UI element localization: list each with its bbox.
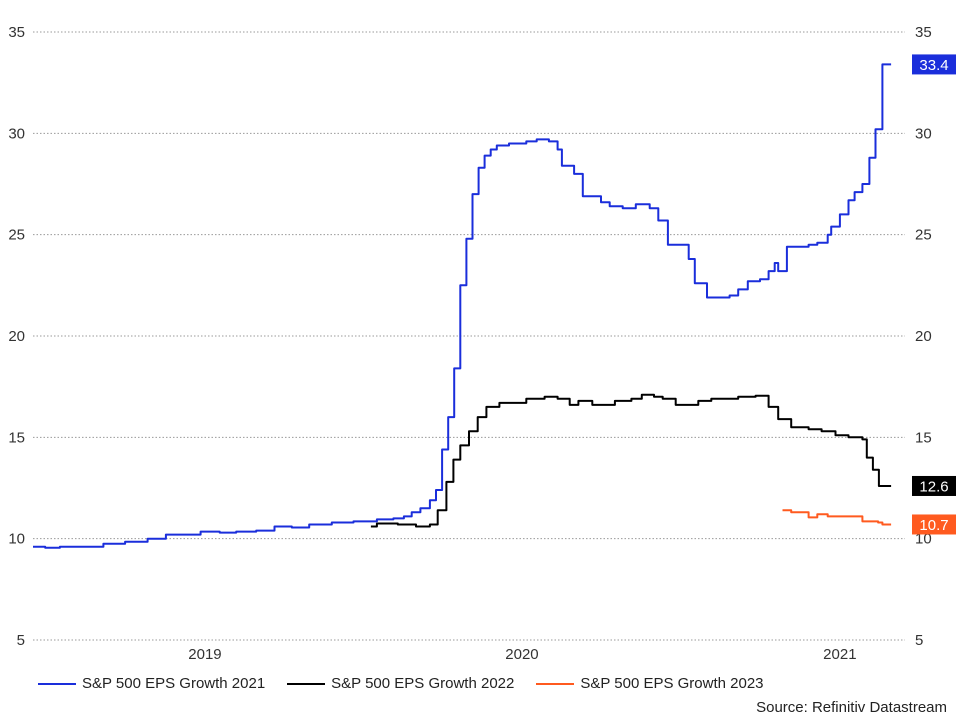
grid-lines xyxy=(33,31,905,641)
end-label-text-0: 33.4 xyxy=(919,57,948,74)
y-tick-left-5: 5 xyxy=(17,632,25,649)
end-label-box-2 xyxy=(912,514,956,535)
y-tick-left-25: 25 xyxy=(8,227,25,244)
y-tick-left-35: 35 xyxy=(8,24,25,41)
y-tick-right-35: 35 xyxy=(915,24,932,41)
y-tick-left-10: 10 xyxy=(8,531,25,548)
legend-swatch-2023 xyxy=(536,682,575,685)
legend-item-2023[interactable]: S&P 500 EPS Growth 2023 xyxy=(536,675,764,692)
y-axis-right: 5 10 15 20 25 30 35 xyxy=(915,24,932,649)
y-tick-right-20: 20 xyxy=(915,328,932,345)
series-line-0 xyxy=(33,63,892,549)
legend-swatch-2021 xyxy=(38,682,76,685)
legend-label-2022: S&P 500 EPS Growth 2022 xyxy=(331,675,515,692)
end-label-0: 33.4 xyxy=(912,54,956,75)
y-tick-left-20: 20 xyxy=(8,328,25,345)
source-note: Source: Refinitiv Datastream xyxy=(756,699,947,716)
legend-label-2021: S&P 500 EPS Growth 2021 xyxy=(82,675,266,692)
legend: S&P 500 EPS Growth 2021 S&P 500 EPS Grow… xyxy=(38,675,764,692)
series-line-1 xyxy=(370,393,892,528)
y-tick-right-30: 30 xyxy=(915,125,932,142)
legend-label-2023: S&P 500 EPS Growth 2023 xyxy=(580,675,764,692)
x-axis: 2019 2020 2021 xyxy=(188,646,856,663)
x-tick-2020: 2020 xyxy=(505,646,538,663)
y-axis-left: 5 10 15 20 25 30 35 xyxy=(8,24,25,649)
y-tick-left-30: 30 xyxy=(8,125,25,142)
x-tick-2021: 2021 xyxy=(823,646,856,663)
end-label-text-1: 12.6 xyxy=(919,478,948,495)
end-label-2: 10.7 xyxy=(912,514,956,535)
series-line-2 xyxy=(782,509,892,526)
end-label-box-0 xyxy=(912,54,956,75)
y-tick-right-5: 5 xyxy=(915,632,923,649)
legend-item-2021[interactable]: S&P 500 EPS Growth 2021 xyxy=(38,675,265,692)
end-label-box-1 xyxy=(912,475,956,496)
y-tick-left-15: 15 xyxy=(8,429,25,446)
legend-swatch-2022 xyxy=(287,682,326,685)
end-label-text-2: 10.7 xyxy=(919,517,948,534)
x-tick-2019: 2019 xyxy=(188,646,221,663)
series-lines xyxy=(33,63,892,549)
y-tick-right-15: 15 xyxy=(915,429,932,446)
legend-item-2022[interactable]: S&P 500 EPS Growth 2022 xyxy=(287,675,514,692)
y-tick-right-10: 10 xyxy=(915,531,932,548)
end-label-1: 12.6 xyxy=(912,475,956,496)
y-tick-right-25: 25 xyxy=(915,227,932,244)
end-labels: 33.4 12.6 10.7 xyxy=(912,54,956,535)
